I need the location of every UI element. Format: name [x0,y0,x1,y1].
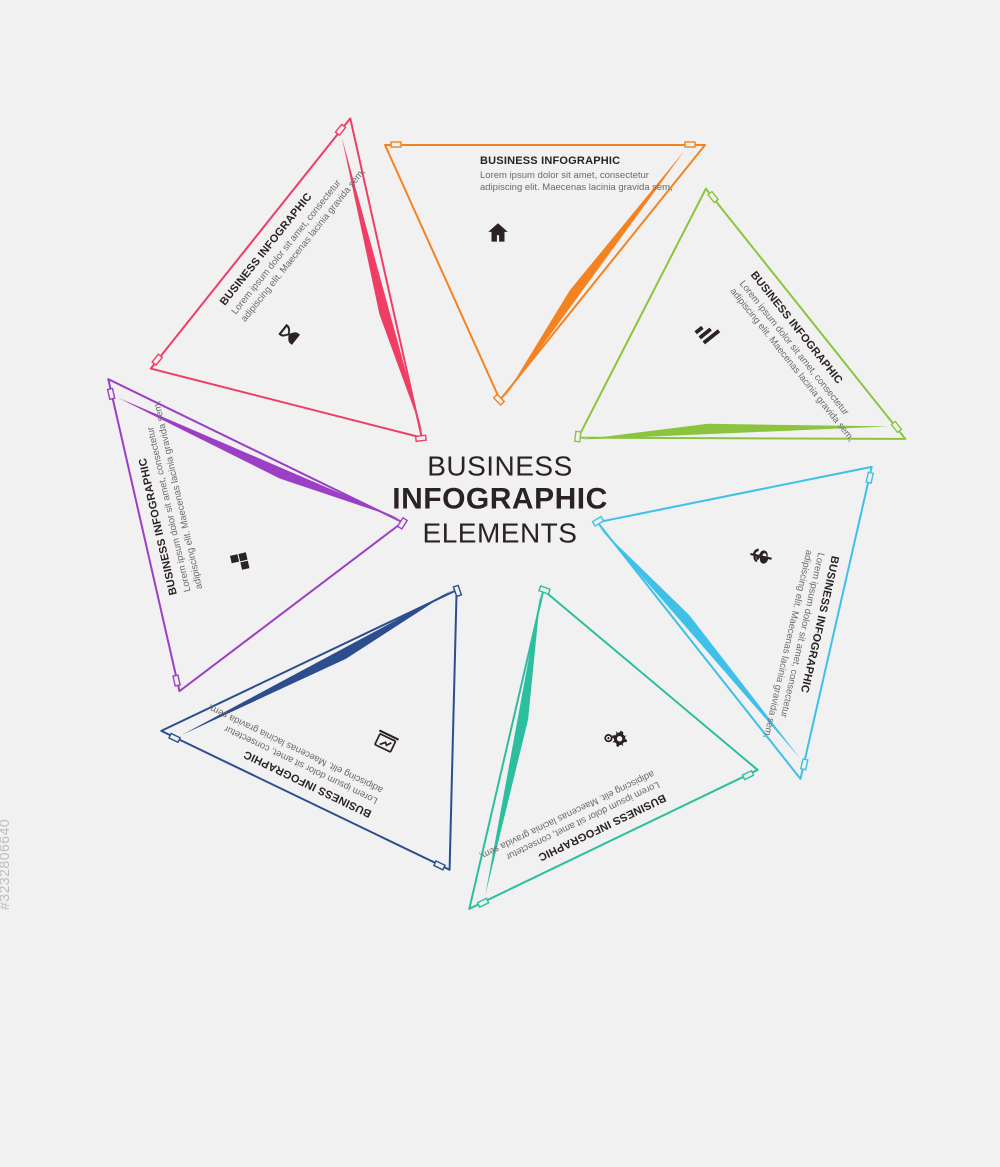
watermark: #3232806640 [0,819,12,910]
center-line3: ELEMENTS [392,517,608,549]
infographic-canvas: BUSINESS INFOGRAPHIC Lorem ipsum dolor s… [0,0,1000,1000]
center-title: BUSINESS INFOGRAPHIC ELEMENTS [392,451,608,550]
center-line2: INFOGRAPHIC [392,483,608,518]
center-line1: BUSINESS [392,451,608,483]
